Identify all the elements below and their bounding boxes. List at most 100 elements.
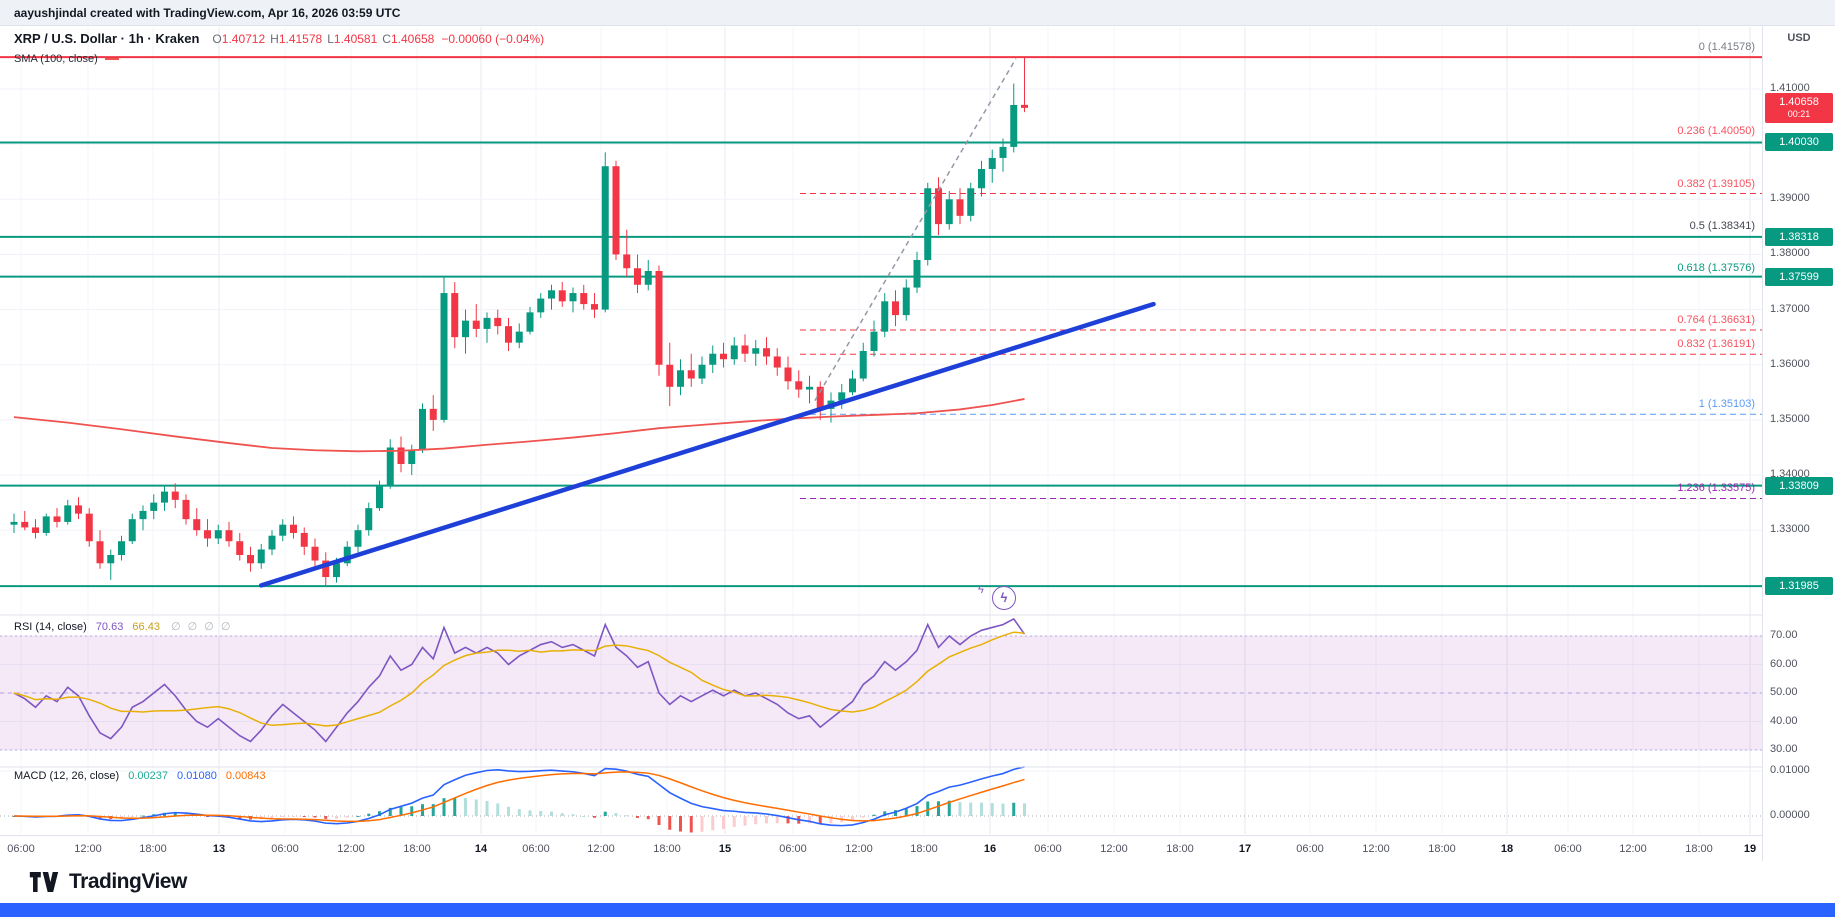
time-tick[interactable]: 12:00: [74, 843, 102, 855]
candles-layer: [10, 57, 1156, 588]
time-tick[interactable]: 14: [474, 843, 488, 855]
time-tick[interactable]: 12:00: [1619, 843, 1647, 855]
rsi-value: 70.63: [95, 621, 124, 633]
macd-hist-bar: [442, 798, 446, 816]
rsi-ma-line: [13, 631, 1025, 727]
macd-hist-bar: [980, 802, 983, 816]
price-scale[interactable]: USD 1.410001.400001.390001.380001.370001…: [1762, 26, 1835, 861]
candle: [247, 546, 254, 572]
candle: [451, 282, 459, 349]
time-tick[interactable]: 18:00: [1685, 843, 1713, 855]
candle: [236, 532, 244, 561]
time-tick[interactable]: 06:00: [7, 843, 35, 855]
tradingview-logo[interactable]: TradingView: [28, 869, 187, 895]
candle: [935, 177, 942, 236]
time-tick[interactable]: 18:00: [403, 843, 431, 855]
candle: [290, 516, 297, 539]
rsi-legend[interactable]: RSI (14, close) 70.63 66.43 ∅ ∅ ∅ ∅: [14, 620, 233, 633]
macd-tick: 0.01000: [1770, 764, 1810, 776]
candle: [644, 259, 652, 291]
bottom-blue-bar: [0, 903, 1835, 917]
time-axis[interactable]: 06:00 12:00 18:00 13 06:00 12:00 18:00 14 06:00 1…: [0, 835, 1762, 862]
time-tick[interactable]: 18:00: [653, 843, 681, 855]
macd-hist-bar: [517, 809, 521, 816]
macd-hist-bar: [614, 813, 618, 816]
candle: [892, 290, 899, 327]
macd-hist-bar: [765, 816, 768, 824]
time-tick[interactable]: 19: [1743, 843, 1757, 855]
price-level-badge: 1.31985: [1765, 577, 1833, 596]
macd-hist-bar: [947, 800, 951, 816]
candle: [548, 284, 555, 310]
candle: [268, 530, 276, 556]
macd-hist-bar: [894, 810, 897, 816]
macd-hist-bar: [603, 811, 607, 816]
macd-hist-bar: [582, 815, 586, 817]
time-tick[interactable]: 06:00: [1296, 843, 1324, 855]
time-tick[interactable]: 16: [983, 843, 997, 855]
fib-level-label: 1.236 (1.33575): [1677, 482, 1755, 495]
rsi-line: [13, 617, 1026, 743]
macd-signal-line: [13, 771, 1025, 823]
macd-hist-bar: [722, 816, 725, 829]
macd-legend[interactable]: MACD (12, 26, close) 0.00237 0.01080 0.0…: [14, 770, 266, 782]
time-tick[interactable]: 06:00: [1034, 843, 1062, 855]
trend-line: [259, 301, 1156, 588]
candle: [978, 160, 985, 197]
rsi-tick: 40.00: [1770, 714, 1798, 727]
candle: [494, 309, 502, 335]
candle: [279, 519, 287, 542]
time-tick[interactable]: 12:00: [587, 843, 615, 855]
candle: [32, 519, 39, 539]
time-tick[interactable]: 12:00: [845, 843, 873, 855]
time-tick[interactable]: 06:00: [271, 843, 299, 855]
time-tick[interactable]: 06:00: [1554, 843, 1582, 855]
macd-hist-bar: [915, 806, 919, 816]
sma-color-swatch: [104, 58, 119, 61]
time-tick[interactable]: 06:00: [522, 843, 550, 855]
macd-hist-bar: [786, 816, 790, 824]
time-tick[interactable]: 12:00: [1362, 843, 1390, 855]
candle: [655, 265, 663, 376]
time-tick[interactable]: 12:00: [337, 843, 365, 855]
time-tick[interactable]: 18:00: [1428, 843, 1456, 855]
candle: [322, 552, 330, 586]
candle: [784, 356, 792, 390]
candle: [515, 323, 523, 349]
macd-hist-bar: [775, 816, 779, 824]
macd-hist-bar: [990, 803, 994, 816]
rsi-tick: 30.00: [1770, 743, 1798, 755]
symbol-title[interactable]: XRP / U.S. Dollar · 1h · Kraken: [14, 31, 200, 46]
macd-hist-bar: [808, 816, 811, 824]
candle: [720, 342, 727, 368]
rsi-overbought-oversold-band: [0, 636, 1762, 750]
pattern-marker-icon[interactable]: ϟ: [992, 586, 1016, 610]
macd-hist-bar: [689, 816, 693, 833]
fib-level-label: 0.5 (1.38341): [1689, 219, 1755, 232]
time-tick[interactable]: 12:00: [1100, 843, 1128, 855]
price-level-badge: 1.37599: [1765, 267, 1833, 286]
time-tick[interactable]: 18:00: [910, 843, 938, 855]
grid-layer: [0, 27, 1762, 834]
time-tick[interactable]: 18:00: [1166, 843, 1194, 855]
sma-legend[interactable]: SMA (100, close): [14, 53, 119, 65]
time-tick[interactable]: 15: [718, 843, 732, 855]
time-tick[interactable]: 06:00: [779, 843, 807, 855]
time-tick[interactable]: 13: [212, 843, 226, 855]
candle: [849, 370, 856, 396]
candle: [354, 524, 362, 553]
time-tick[interactable]: 17: [1238, 843, 1252, 855]
time-tick[interactable]: 18: [1500, 843, 1514, 855]
candle: [881, 293, 889, 338]
fib-level-label: 0 (1.41578): [1698, 41, 1755, 54]
candle: [558, 282, 566, 307]
time-tick[interactable]: 18:00: [139, 843, 167, 855]
candle: [763, 337, 770, 365]
candle: [687, 353, 695, 387]
candle: [1021, 57, 1028, 113]
macd-hist-bar: [625, 815, 629, 817]
candle: [397, 436, 405, 473]
macd-hist-bar: [550, 811, 553, 816]
macd-hist-bar: [292, 816, 295, 817]
price-level-badge: 1.33809: [1765, 476, 1833, 495]
